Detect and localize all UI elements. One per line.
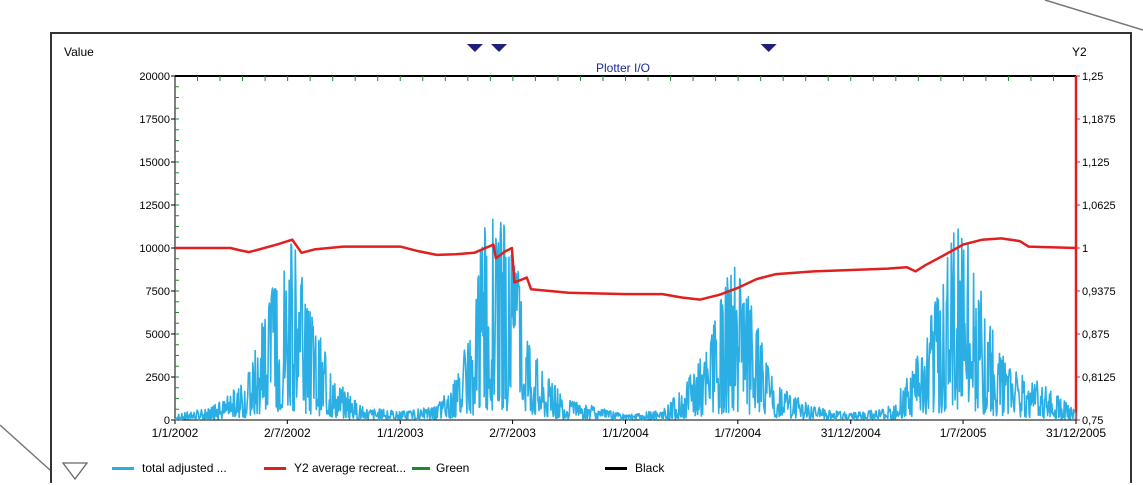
legend-item-total-adjusted[interactable]: total adjusted ... [112,458,227,478]
y2-tick-label: 1,1875 [1082,114,1116,126]
y-tick-label: 20000 [139,71,170,83]
legend-swatch-green [412,466,430,470]
x-tick-label: 31/12/2004 [821,426,881,440]
chart-title: Plotter I/O [596,61,650,75]
y-tick-label: 0 [164,415,170,427]
legend-item-green[interactable]: Green [412,458,469,478]
legend-label: Y2 average recreat... [294,461,407,475]
y-tick-label: 7500 [146,286,170,298]
y2-axis-label: Y2 [1072,45,1087,59]
top-marker-triangle [466,44,483,52]
y-tick-label: 15000 [139,157,170,169]
plotter-panel: Plotter I/O Value Y2 0 2500 5000 7500 10000 1… [50,32,1132,483]
y2-tick-label: 0,8125 [1082,372,1116,384]
legend-swatch-blue [112,466,134,470]
x-tick-label: 1/1/2003 [377,426,424,440]
x-tick-label: 1/7/2005 [940,426,987,440]
legend-label: Black [635,461,665,475]
x-tick-label: 1/1/2002 [152,426,199,440]
x-tick-label: 2/7/2002 [264,426,311,440]
y2-tick-label: 0,75 [1082,415,1103,427]
y-tick-label: 10000 [139,243,170,255]
legend-swatch-red [264,466,286,470]
series-line-total-adjusted [174,218,1077,421]
x-tick-label: 2/7/2003 [489,426,536,440]
y2-tick-label: 0,9375 [1082,286,1116,298]
top-marker-triangle [760,44,777,52]
x-tick-label: 1/7/2004 [714,426,761,440]
legend-label: Green [436,461,470,475]
chart-svg: Plotter I/O Value Y2 0 2500 5000 7500 10000 1… [64,44,1116,440]
y2-tick-label: 0,875 [1082,329,1110,341]
resize-corner-shape [62,462,88,480]
x-tick-label: 1/1/2004 [602,426,649,440]
resize-corner-icon[interactable] [62,462,88,480]
x-tick-label: 31/12/2005 [1046,426,1106,440]
series-line-y2-average [175,237,1077,301]
legend-item-y2-average[interactable]: Y2 average recreat... [264,458,406,478]
y-axis-label: Value [64,45,94,59]
y-tick-label: 2500 [146,372,170,384]
y2-tick-label: 1 [1082,243,1088,255]
y2-tick-label: 1,125 [1082,157,1110,169]
y-tick-label: 17500 [139,114,170,126]
frame-line-top-right [1044,0,1143,31]
y-tick-label: 12500 [139,200,170,212]
frame-line-bottom-left [0,424,51,471]
legend-item-black[interactable]: Black [605,458,664,478]
legend-swatch-black [605,466,627,470]
y2-tick-label: 1,25 [1082,71,1103,83]
legend-label: total adjusted ... [142,461,227,475]
y-tick-label: 5000 [146,329,170,341]
y2-tick-label: 1,0625 [1082,200,1116,212]
top-marker-triangle [490,44,507,52]
